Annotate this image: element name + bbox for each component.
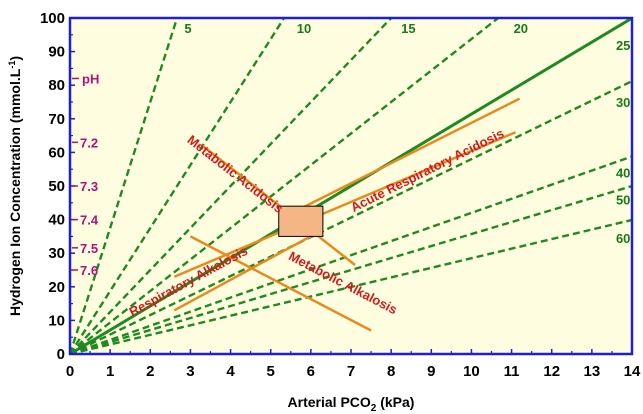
y-tick-label: 90: [48, 44, 65, 61]
isopleth-line-15: [70, 18, 393, 354]
y-axis-title: Hydrogen Ion Concentration (mmol.L-1): [7, 56, 23, 316]
ph-header: pH: [82, 71, 99, 86]
x-tick-label: 14: [624, 363, 641, 380]
y-axis-title-close: ): [7, 56, 23, 61]
x-tick-label: 9: [427, 363, 435, 380]
x-tick-label: 8: [387, 363, 395, 380]
ph-value-label: 7.4: [80, 213, 99, 228]
isopleth-label-50: 50: [616, 192, 630, 207]
x-axis-title-subscript: 2: [371, 403, 377, 414]
isopleth-label-60: 60: [616, 231, 630, 246]
isopleth-line-20: [70, 18, 499, 354]
x-tick-label: 10: [463, 363, 480, 380]
ph-value-label: 7.2: [80, 135, 98, 150]
y-tick-label: 50: [48, 178, 65, 195]
isopleth-label-15: 15: [401, 21, 415, 36]
region-line-band-4: [173, 131, 517, 278]
isopleth-line-5: [70, 18, 179, 354]
isopleth-label-10: 10: [297, 21, 311, 36]
region-layer: [173, 97, 521, 332]
ph-value-label: 7.6: [80, 263, 98, 278]
x-axis-title-unit: (kPa): [376, 394, 414, 410]
x-tick-label: 11: [504, 363, 520, 380]
isopleth-label-30: 30: [616, 95, 630, 110]
isopleth-line-30: [70, 80, 632, 354]
region-line-acute-respiratory-acidosis: [278, 97, 521, 221]
region-line-respiratory-alkalosis: [173, 228, 324, 312]
x-tick-label: 0: [66, 363, 74, 380]
isopleth-line-10: [70, 18, 286, 354]
isopleth-layer: [70, 18, 632, 354]
x-tick-label: 1: [106, 363, 114, 380]
y-tick-label: 40: [48, 212, 65, 229]
y-tick-label: 0: [57, 346, 65, 363]
y-tick-label: 30: [48, 245, 65, 262]
y-tick-label: 10: [48, 312, 65, 329]
region-line-metabolic-acidosis: [201, 144, 356, 266]
isopleth-label-25: 25: [616, 38, 630, 53]
x-tick-label: 5: [267, 363, 275, 380]
y-tick-label: 60: [48, 144, 65, 161]
isopleth-line-50: [70, 184, 632, 354]
y-tick-label: 70: [48, 111, 65, 128]
isopleth-label-5: 5: [184, 21, 191, 36]
x-tick-label: 6: [307, 363, 315, 380]
x-tick-label: 3: [186, 363, 194, 380]
tick-layer: 0 1 2 3 4 5 6 7 8 9 10 11 12 13 1401020304050607080901…: [40, 10, 641, 380]
isopleth-line-40: [70, 155, 632, 354]
region-line-metabolic-alkalosis: [189, 235, 372, 332]
x-axis-title: Arterial PCO2 (kPa): [288, 394, 415, 414]
y-tick-label: 20: [48, 279, 65, 296]
ph-scale: pH 7.2 7.3 7.4 7.5 7.6: [72, 71, 99, 278]
isopleth-line-25: [70, 18, 632, 354]
x-tick-label: 7: [347, 363, 355, 380]
y-tick-label: 100: [40, 10, 65, 27]
y-axis-title-superscript: -1: [7, 61, 17, 69]
x-tick-label: 2: [146, 363, 154, 380]
y-tick-label: 80: [48, 77, 65, 94]
x-tick-label: 4: [226, 363, 235, 380]
x-tick-label: 12: [543, 363, 560, 380]
isopleth-line-60: [70, 218, 632, 354]
isopleth-label-40: 40: [616, 166, 630, 181]
ph-value-label: 7.5: [80, 241, 98, 256]
x-tick-label: 13: [584, 363, 601, 380]
ph-value-label: 7.3: [80, 179, 98, 194]
normal-range-box: [278, 205, 324, 237]
isopleth-label-20: 20: [514, 21, 528, 36]
